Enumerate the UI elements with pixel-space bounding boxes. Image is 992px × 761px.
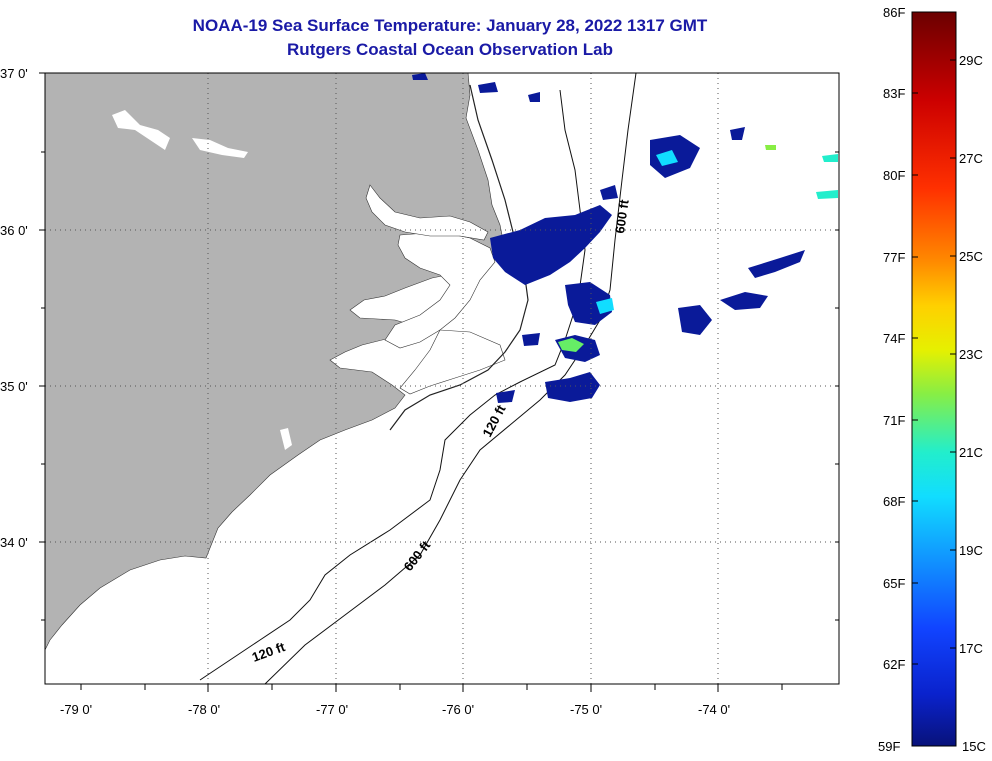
colorbar-c-label: 29C: [959, 53, 983, 68]
sst-data-patches: [412, 73, 838, 403]
colorbar-ticks: [912, 59, 956, 665]
lat-label: 34 0': [0, 535, 28, 550]
colorbar-f-label: 80F: [883, 168, 906, 183]
axis-ticks: [39, 72, 839, 692]
sound-albemarle: [365, 184, 489, 241]
lat-label: 36 0': [0, 223, 28, 238]
colorbar-f-label: 71F: [883, 413, 906, 428]
lake-inland-2: [192, 138, 248, 158]
colorbar-f-label: 68F: [883, 494, 906, 509]
grid: [45, 73, 839, 684]
colorbar-f-label: 62F: [883, 657, 906, 672]
river-estuary: [280, 428, 292, 450]
colorbar-c-label: 15C: [962, 739, 986, 754]
colorbar-c-label: 21C: [959, 445, 983, 460]
contour-label: 600 ft: [612, 198, 632, 234]
lon-label: -78 0': [188, 702, 220, 717]
contour-600ft: [264, 73, 637, 684]
colorbar-f-label: 65F: [883, 576, 906, 591]
colorbar: [911, 11, 957, 747]
lon-label: -77 0': [316, 702, 348, 717]
lon-label: -76 0': [442, 702, 474, 717]
colorbar-f-label: 83F: [883, 86, 906, 101]
sound-pamlico: [384, 231, 496, 349]
colorbar-c-label: 27C: [959, 151, 983, 166]
lake-inland: [112, 110, 170, 150]
colorbar-f-label: 59F: [878, 739, 901, 754]
colorbar-c-label: 17C: [959, 641, 983, 656]
lat-label: 35 0': [0, 379, 28, 394]
lon-label: -74 0': [698, 702, 730, 717]
map-subtitle: Rutgers Coastal Ocean Observation Lab: [287, 40, 613, 59]
colorbar-c-label: 19C: [959, 543, 983, 558]
colorbar-f-label: 74F: [883, 331, 906, 346]
lat-label: 37 0': [0, 66, 28, 81]
plot-frame: [44, 72, 840, 685]
map-title: NOAA-19 Sea Surface Temperature: January…: [192, 16, 708, 35]
outer-banks: [389, 84, 529, 431]
colorbar-c-label: 25C: [959, 249, 983, 264]
lon-label: -79 0': [60, 702, 92, 717]
sound-core: [399, 329, 506, 395]
colorbar-f-label: 77F: [883, 250, 906, 265]
lon-label: -75 0': [570, 702, 602, 717]
colorbar-c-label: 23C: [959, 347, 983, 362]
colorbar-f-label: 86F: [883, 5, 906, 20]
